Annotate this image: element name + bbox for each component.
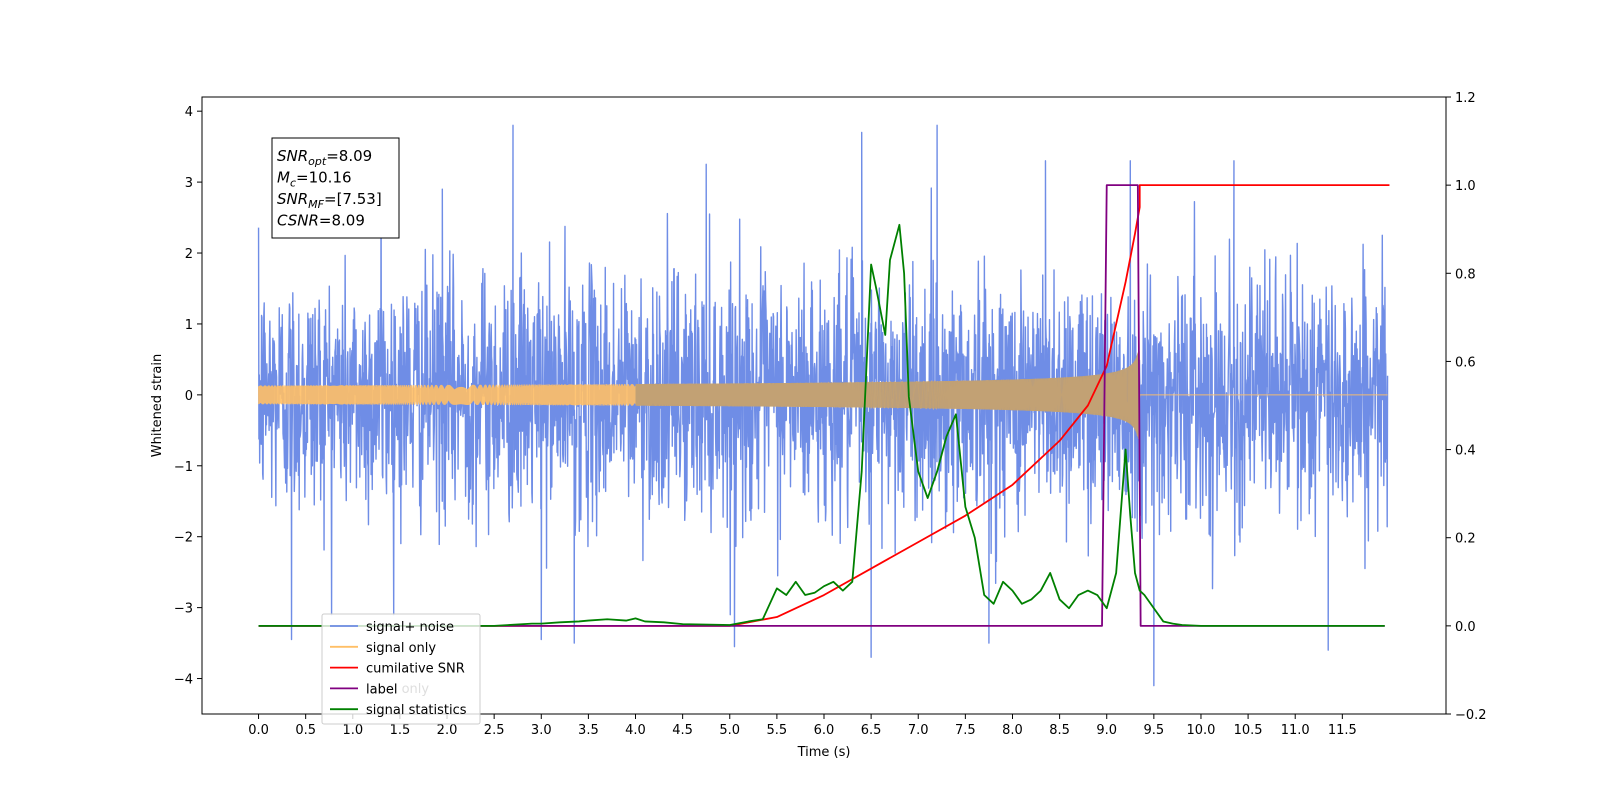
stats-symbol: M (277, 169, 290, 187)
series-signal-statistics-line (258, 223, 1385, 627)
stats-subscript: c (290, 177, 296, 190)
x-tick-label: 6.5 (861, 723, 882, 738)
x-tick-label: 4.5 (672, 723, 693, 738)
y-right-tick-label: 1.0 (1455, 179, 1476, 194)
stats-line: CSNR=8.09 (277, 212, 365, 230)
stats-value: =8.09 (319, 212, 365, 230)
y-right-tick-label: 0.8 (1455, 267, 1476, 282)
axes: 0.0 0.5 1.0 1.5 2.0 2.5 3.0 3.5 4.0 4.5 5.0 5.5 6.0 6… (150, 91, 1487, 760)
y-left-tick-label: 0 (185, 389, 193, 404)
x-tick-label: 2.0 (437, 723, 458, 738)
stats-value: =10.16 (296, 169, 352, 187)
y-right-tick-label: 0.6 (1455, 355, 1476, 370)
y-left-tick-label: −1 (174, 460, 193, 475)
x-tick-label: 1.0 (342, 723, 363, 738)
plot-area (257, 124, 1390, 687)
series-signal-only-envelope (635, 350, 1140, 439)
x-tick-label: 5.5 (767, 723, 788, 738)
stats-line: Mc=10.16 (277, 169, 352, 190)
x-tick-label: 8.0 (1002, 723, 1023, 738)
x-tick-label: 9.5 (1144, 723, 1165, 738)
x-tick-label: 5.0 (719, 723, 740, 738)
stats-symbol: SNR (277, 190, 308, 208)
x-tick-label: 10.5 (1234, 723, 1263, 738)
stats-line: SNRopt=8.09 (277, 147, 372, 168)
y-right-tick-label: 0.4 (1455, 444, 1476, 459)
stats-subscript: MF (308, 198, 324, 211)
x-tick-label: 6.0 (814, 723, 835, 738)
y-left-tick-label: 1 (185, 318, 193, 333)
y-left-tick-label: −3 (174, 602, 193, 617)
series-label-line (258, 184, 1385, 627)
y-right-tick-label: −0.2 (1455, 708, 1487, 723)
y-left-tick-label: 3 (185, 176, 193, 191)
x-tick-label: 1.5 (390, 723, 411, 738)
y-axis-label: Whitened strain (150, 354, 165, 457)
legend-label: signal only (366, 641, 436, 656)
stats-symbol: CSNR (277, 212, 319, 230)
x-tick-label: 4.0 (625, 723, 646, 738)
x-tick-label: 11.0 (1281, 723, 1310, 738)
legend: label only signal+ noise signal only cumila… (321, 613, 481, 725)
y-left-tick-label: 2 (185, 247, 193, 262)
x-tick-label: 10.0 (1186, 723, 1215, 738)
stats-subscript: opt (308, 155, 327, 168)
stats-symbol: SNR (277, 147, 308, 165)
x-tick-label: 2.5 (484, 723, 505, 738)
series-signal-noise-line (257, 124, 1389, 687)
x-tick-label: 9.0 (1096, 723, 1117, 738)
y-right-tick-label: 1.2 (1455, 91, 1476, 106)
legend-hidden-text: label only (366, 682, 429, 697)
x-tick-label: 3.5 (578, 723, 599, 738)
legend-label: cumilative SNR (366, 662, 465, 677)
x-axis-label: Time (s) (797, 745, 851, 760)
x-tick-label: 0.0 (248, 723, 269, 738)
legend-label: signal statistics (366, 703, 467, 718)
x-tick-label: 0.5 (295, 723, 316, 738)
x-tick-label: 11.5 (1328, 723, 1357, 738)
x-tick-label: 3.0 (531, 723, 552, 738)
stats-line: SNRMF=[7.53] (277, 190, 382, 211)
x-tick-label: 7.5 (955, 723, 976, 738)
legend-box (321, 613, 481, 725)
legend-label: signal+ noise (366, 620, 454, 635)
legend-label: label (366, 682, 397, 697)
y-right-tick-label: 0.0 (1455, 620, 1476, 635)
y-left-tick-label: −2 (174, 531, 193, 546)
stats-value: =[7.53] (324, 190, 382, 208)
x-tick-label: 7.0 (908, 723, 929, 738)
stats-value: =8.09 (326, 147, 372, 165)
x-tick-label: 8.5 (1049, 723, 1070, 738)
y-right-tick-label: 0.2 (1455, 532, 1476, 547)
y-left-tick-label: 4 (185, 105, 193, 120)
y-left-tick-label: −4 (174, 673, 193, 688)
stats-box (271, 137, 400, 239)
